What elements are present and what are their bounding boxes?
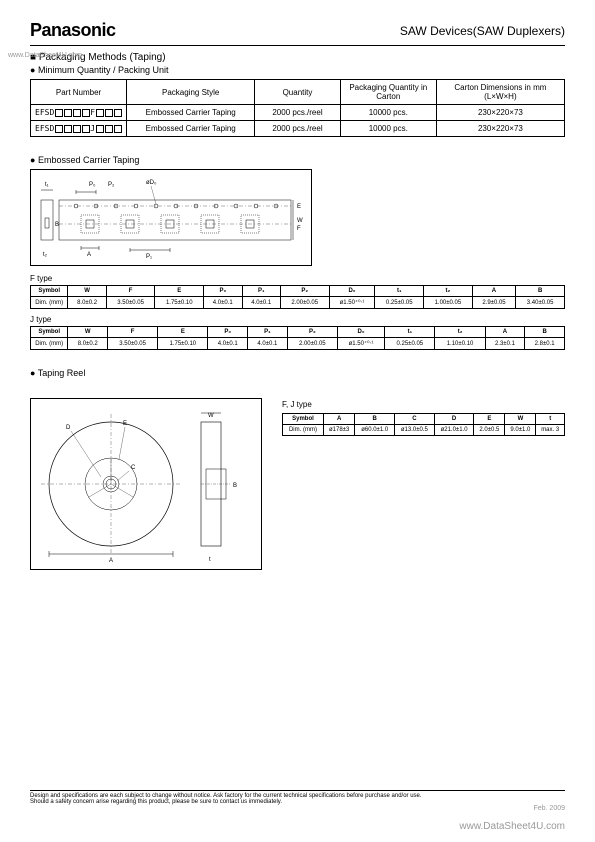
header-subtitle: SAW Devices(SAW Duplexers)	[400, 24, 565, 38]
j-type-table: Symbol W F E P₀ P₁ P₂ D₀ t₁ t₂ A B Dim. …	[30, 326, 565, 350]
page-footer: Design and specifications are each subje…	[30, 790, 565, 812]
col-carton-dims: Carton Dimensions in mm (L×W×H)	[436, 80, 564, 105]
tape-title: ● Embossed Carrier Taping	[30, 155, 565, 165]
section-title-packaging: ■ Packaging Methods (Taping)	[30, 52, 565, 63]
svg-text:P₂: P₂	[108, 182, 115, 188]
reel-diagram: D E C A W B t	[30, 398, 262, 570]
f-type-label: F type	[30, 274, 565, 283]
table-row: EFSDJ Embossed Carrier Taping 2000 pcs./…	[31, 121, 565, 137]
sub-bullet-minqty: ● Minimum Quantity / Packing Unit	[30, 65, 565, 75]
col-part-number: Part Number	[31, 80, 127, 105]
f-type-table: Symbol W F E P₀ P₁ P₂ D₀ t₁ t₂ A B Dim. …	[30, 285, 565, 309]
svg-text:A: A	[87, 252, 91, 258]
svg-text:t₁: t₁	[45, 182, 49, 188]
table-row: EFSDF Embossed Carrier Taping 2000 pcs./…	[31, 105, 565, 121]
pn-cell: EFSDJ	[31, 121, 127, 137]
svg-text:E: E	[123, 421, 127, 427]
svg-text:E: E	[297, 204, 301, 210]
svg-text:W: W	[297, 218, 303, 224]
tape-diagram: t₁ P₀ P₂ øD₀ A P₁ E W F	[30, 169, 312, 266]
fj-type-label: F, J type	[282, 400, 565, 409]
page-header: Panasonic SAW Devices(SAW Duplexers)	[30, 20, 565, 46]
reel-dims-table: Symbol A B C D E W t Dim. (mm) ø178±3 ø6…	[282, 413, 565, 436]
svg-text:P₀: P₀	[89, 182, 96, 188]
col-carton-qty: Packaging Quantity in Carton	[340, 80, 436, 105]
svg-text:A: A	[109, 558, 113, 564]
svg-text:P₁: P₁	[146, 254, 152, 260]
logo: Panasonic	[30, 20, 116, 41]
svg-text:t: t	[209, 557, 211, 563]
watermark-top: www.DataSheet4U.com	[8, 52, 82, 59]
watermark-bottom: www.DataSheet4U.com	[459, 821, 565, 832]
svg-text:øD₀: øD₀	[146, 180, 157, 186]
svg-text:B: B	[233, 483, 237, 489]
svg-text:D: D	[66, 425, 71, 431]
svg-text:F: F	[297, 226, 301, 232]
svg-text:C: C	[131, 465, 136, 471]
svg-text:t₂: t₂	[43, 252, 48, 258]
packaging-table: Part Number Packaging Style Quantity Pac…	[30, 79, 565, 137]
reel-title: ● Taping Reel	[30, 368, 565, 378]
svg-text:B: B	[55, 222, 59, 228]
col-qty: Quantity	[255, 80, 340, 105]
j-type-label: J type	[30, 315, 565, 324]
pn-cell: EFSDF	[31, 105, 127, 121]
col-style: Packaging Style	[127, 80, 255, 105]
svg-text:W: W	[208, 413, 214, 419]
